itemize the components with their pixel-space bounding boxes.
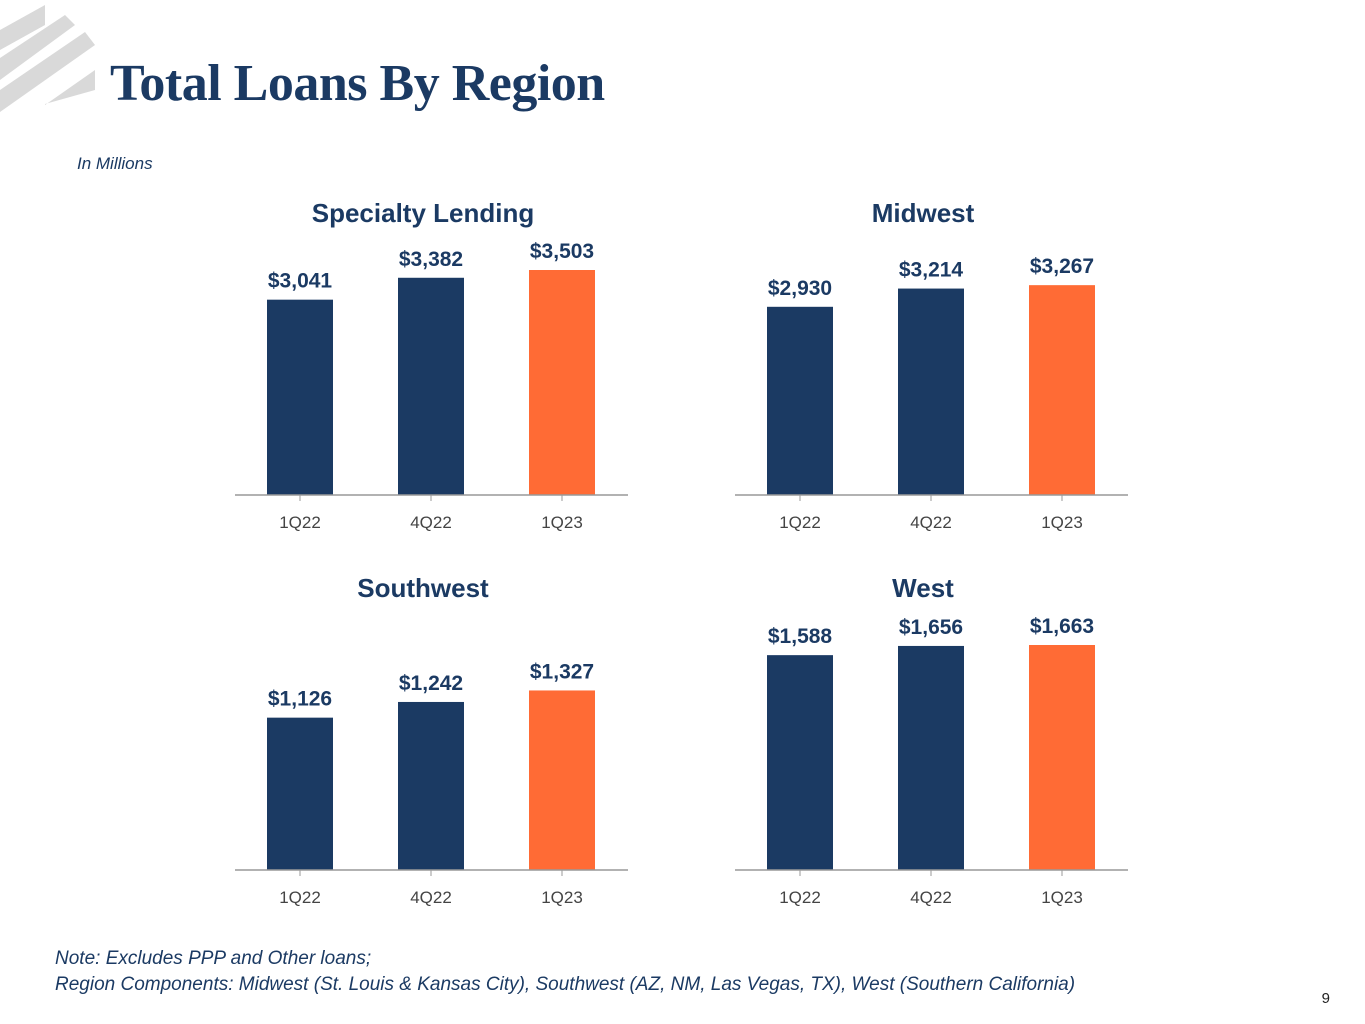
bar-4Q22 [398, 277, 464, 495]
page-number: 9 [1321, 990, 1330, 1007]
footnote: Note: Excludes PPP and Other loans; Regi… [55, 946, 1075, 998]
x-tick-label: 4Q22 [910, 888, 952, 907]
chart-midwest: Midwest $2,930 1Q22 $3,214 4Q22 $3,267 1Q23 [735, 198, 1128, 532]
chart-specialty-lending: Specialty Lending $3,041 1Q22 $3,382 4Q22 $3,… [235, 198, 628, 532]
bar-1Q22 [267, 299, 333, 495]
bar-4Q22 [898, 645, 964, 870]
x-tick-label: 1Q22 [279, 888, 321, 907]
page-title: Total Loans By Region [110, 55, 605, 112]
company-logo [0, 5, 95, 112]
chart-title: Southwest [357, 573, 489, 603]
x-tick-label: 1Q22 [279, 513, 321, 532]
data-label: $3,382 [399, 248, 463, 271]
chart-title: West [892, 573, 954, 603]
data-label: $3,503 [530, 240, 594, 263]
x-tick-label: 1Q23 [541, 513, 583, 532]
bar-1Q23 [529, 270, 595, 495]
x-tick-label: 4Q22 [410, 513, 452, 532]
bar-4Q22 [398, 701, 464, 870]
bar-1Q23 [1029, 285, 1095, 495]
bar-1Q22 [267, 717, 333, 870]
bar-1Q23 [1029, 645, 1095, 870]
bar-1Q22 [767, 306, 833, 495]
data-label: $3,267 [1030, 255, 1094, 278]
data-label: $3,041 [268, 270, 333, 293]
x-tick-label: 4Q22 [910, 513, 952, 532]
bar-1Q23 [529, 690, 595, 870]
x-tick-label: 1Q23 [1041, 888, 1083, 907]
data-label: $1,126 [268, 688, 332, 711]
x-tick-label: 1Q22 [779, 888, 821, 907]
chart-title: Specialty Lending [312, 198, 535, 228]
data-label: $3,214 [899, 259, 964, 282]
chart-title: Midwest [872, 198, 975, 228]
data-label: $1,656 [899, 616, 963, 639]
bar-1Q22 [767, 655, 833, 870]
footnote-line-2: Region Components: Midwest (St. Louis & … [55, 974, 1076, 995]
x-tick-label: 4Q22 [410, 888, 452, 907]
units-subtitle: In Millions [77, 154, 153, 173]
bar-4Q22 [898, 288, 964, 495]
x-tick-label: 1Q23 [541, 888, 583, 907]
data-label: $1,327 [530, 660, 594, 683]
chart-west: West $1,588 1Q22 $1,656 4Q22 $1,663 1Q23 [735, 573, 1128, 907]
x-tick-label: 1Q22 [779, 513, 821, 532]
chart-southwest: Southwest $1,126 1Q22 $1,242 4Q22 $1,327 1Q23 [235, 573, 628, 907]
footnote-line-1: Note: Excludes PPP and Other loans; [55, 948, 372, 969]
x-tick-label: 1Q23 [1041, 513, 1083, 532]
data-label: $2,930 [768, 277, 832, 300]
data-label: $1,242 [399, 672, 463, 695]
data-label: $1,663 [1030, 615, 1094, 638]
data-label: $1,588 [768, 625, 833, 648]
